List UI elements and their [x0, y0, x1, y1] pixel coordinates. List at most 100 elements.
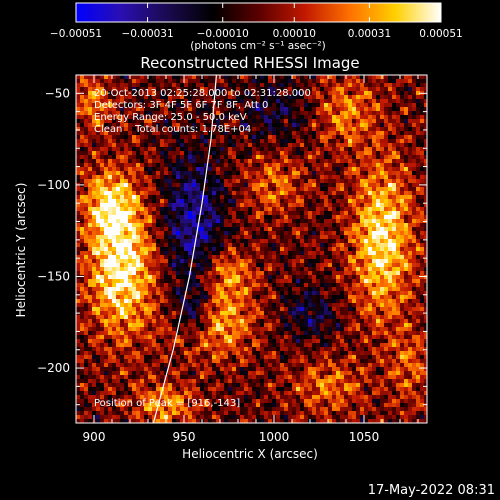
- heatmap-cell: [212, 107, 217, 112]
- heatmap-cell: [268, 371, 273, 376]
- heatmap-cell: [288, 91, 293, 96]
- heatmap-cell: [224, 415, 229, 420]
- heatmap-cell: [248, 355, 253, 360]
- heatmap-cell: [104, 99, 109, 104]
- heatmap-cell: [148, 79, 153, 84]
- heatmap-cell: [252, 227, 257, 232]
- heatmap-cell: [128, 407, 133, 412]
- heatmap-cell: [284, 195, 289, 200]
- heatmap-cell: [148, 111, 153, 116]
- heatmap-cell: [80, 359, 85, 364]
- heatmap-cell: [96, 395, 101, 400]
- heatmap-cell: [264, 207, 269, 212]
- heatmap-cell: [220, 287, 225, 292]
- heatmap-cell: [96, 331, 101, 336]
- heatmap-cell: [140, 135, 145, 140]
- heatmap-cell: [156, 183, 161, 188]
- heatmap-cell: [96, 227, 101, 232]
- heatmap-cell: [252, 131, 257, 136]
- heatmap-cell: [268, 415, 273, 420]
- heatmap-cell: [192, 199, 197, 204]
- heatmap-cell: [120, 279, 125, 284]
- heatmap-cell: [192, 119, 197, 124]
- heatmap-cell: [148, 247, 153, 252]
- heatmap-cell: [248, 319, 253, 324]
- heatmap-cell: [248, 279, 253, 284]
- heatmap-cell: [104, 219, 109, 224]
- heatmap-cell: [276, 419, 281, 423]
- heatmap-cell: [304, 131, 309, 136]
- heatmap-cell: [84, 215, 89, 220]
- heatmap-cell: [188, 263, 193, 268]
- heatmap-cell: [108, 251, 113, 256]
- heatmap-cell: [156, 363, 161, 368]
- heatmap-cell: [132, 87, 137, 92]
- heatmap-cell: [112, 299, 117, 304]
- heatmap-cell: [108, 371, 113, 376]
- heatmap-cell: [232, 115, 237, 120]
- heatmap-cell: [76, 167, 81, 172]
- heatmap-cell: [128, 159, 133, 164]
- heatmap-cell: [248, 291, 253, 296]
- heatmap-cell: [240, 159, 245, 164]
- heatmap-cell: [100, 159, 105, 164]
- heatmap-cell: [292, 183, 297, 188]
- heatmap-cell: [240, 283, 245, 288]
- heatmap-cell: [220, 227, 225, 232]
- heatmap-cell: [184, 79, 189, 84]
- heatmap-cell: [252, 283, 257, 288]
- heatmap-cell: [96, 415, 101, 420]
- heatmap-cell: [296, 167, 301, 172]
- heatmap-cell: [236, 327, 241, 332]
- heatmap-cell: [100, 399, 105, 404]
- heatmap-cell: [144, 339, 149, 344]
- heatmap-cell: [164, 231, 169, 236]
- heatmap-cell: [204, 219, 209, 224]
- heatmap-cell: [260, 131, 265, 136]
- heatmap-cell: [140, 159, 145, 164]
- heatmap-cell: [244, 147, 249, 152]
- heatmap-cell: [272, 239, 277, 244]
- heatmap-cell: [300, 99, 305, 104]
- heatmap-cell: [212, 247, 217, 252]
- heatmap-cell: [140, 339, 145, 344]
- heatmap-cell: [152, 203, 157, 208]
- heatmap-cell: [112, 319, 117, 324]
- heatmap-cell: [212, 235, 217, 240]
- heatmap-cell: [296, 123, 301, 128]
- heatmap-cell: [124, 211, 129, 216]
- heatmap-cell: [156, 227, 161, 232]
- heatmap-cell: [252, 175, 257, 180]
- heatmap-cell: [108, 151, 113, 156]
- heatmap-cell: [160, 199, 165, 204]
- heatmap-cell: [120, 163, 125, 168]
- heatmap-cell: [160, 119, 165, 124]
- heatmap-cell: [212, 307, 217, 312]
- heatmap-cell: [288, 103, 293, 108]
- heatmap-cell: [272, 99, 277, 104]
- heatmap-cell: [128, 115, 133, 120]
- heatmap-cell: [152, 147, 157, 152]
- heatmap-cell: [160, 419, 165, 423]
- heatmap-cell: [244, 243, 249, 248]
- heatmap-cell: [284, 367, 289, 372]
- heatmap-cell: [256, 207, 261, 212]
- heatmap-cell: [140, 111, 145, 116]
- heatmap-cell: [296, 131, 301, 136]
- heatmap-cell: [124, 299, 129, 304]
- heatmap-cell: [136, 83, 141, 88]
- heatmap-cell: [284, 147, 289, 152]
- heatmap-cell: [184, 75, 189, 80]
- heatmap-cell: [280, 279, 285, 284]
- heatmap-cell: [136, 291, 141, 296]
- heatmap-cell: [168, 307, 173, 312]
- heatmap-cell: [228, 103, 233, 108]
- heatmap-cell: [284, 79, 289, 84]
- heatmap-cell: [136, 131, 141, 136]
- heatmap-cell: [192, 347, 197, 352]
- heatmap-cell: [300, 355, 305, 360]
- heatmap-cell: [232, 83, 237, 88]
- heatmap-cell: [256, 331, 261, 336]
- heatmap-cell: [184, 283, 189, 288]
- heatmap-cell: [168, 119, 173, 124]
